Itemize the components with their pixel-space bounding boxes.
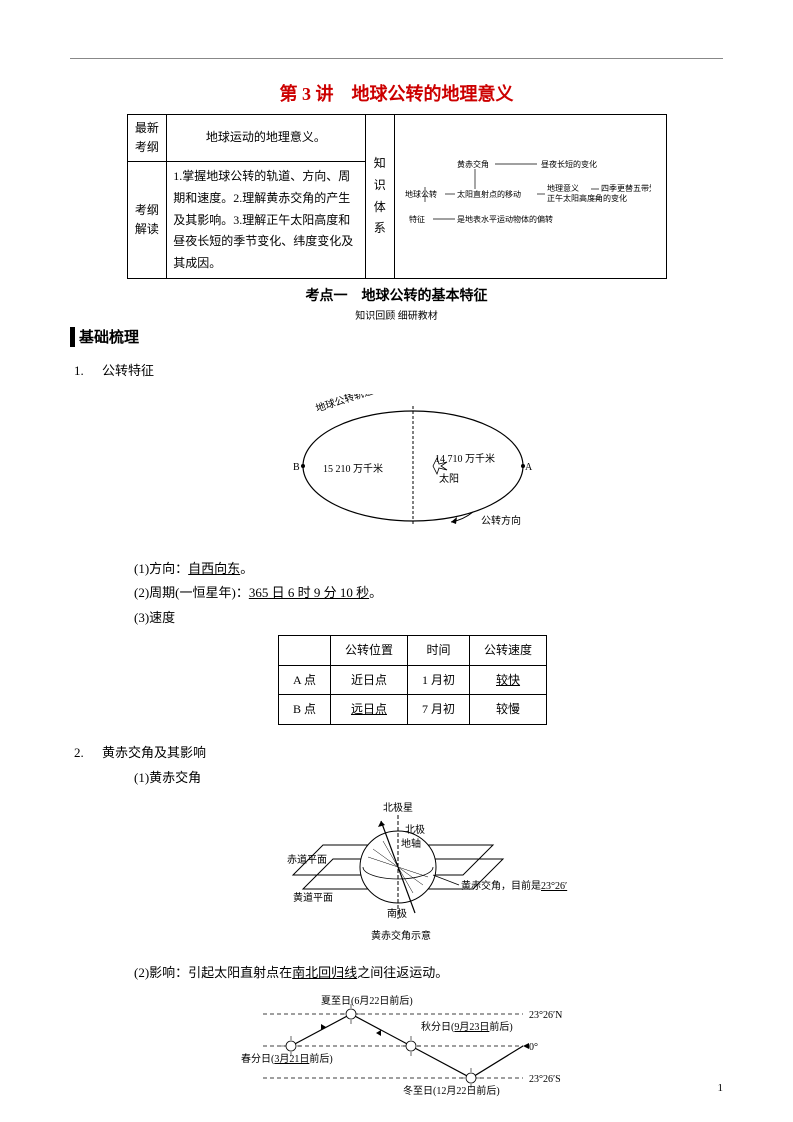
- svg-text:太阳直射点的移动: 太阳直射点的移动: [457, 189, 521, 199]
- s1-p3: (3)速度: [134, 606, 723, 631]
- s1-p1: (1)方向：自西向东。: [134, 557, 723, 582]
- th3: 时间: [408, 635, 470, 665]
- orbit-diagram: 地球公转轨道 太阳 15 210 万千米 14 710 万千米 A B 公转方向: [102, 394, 723, 543]
- svg-text:黄赤交角示意: 黄赤交角示意: [371, 929, 431, 942]
- svg-text:北极星: 北极星: [383, 801, 413, 814]
- sub-header: 考点一 地球公转的基本特征: [70, 285, 723, 305]
- vert-label: 知识体系: [365, 115, 394, 279]
- header-rule: [70, 58, 723, 59]
- syllabus-table: 最新考纲 地球运动的地理意义。 知识体系 黄赤交角 昼夜长短的变化 地球公转 太…: [127, 114, 667, 279]
- knowledge-diagram-cell: 黄赤交角 昼夜长短的变化 地球公转 太阳直射点的移动 地理意义 正午太阳高度角的…: [394, 115, 666, 279]
- svg-text:23°26′N: 23°26′N: [529, 1010, 562, 1021]
- section-tick: [70, 327, 75, 347]
- sub-caption: 知识回顾 细研教材: [70, 307, 723, 322]
- svg-text:四季更替五带划分: 四季更替五带划分: [601, 183, 651, 193]
- svg-text:黄道平面: 黄道平面: [293, 891, 333, 904]
- section-bar: 基础梳理: [70, 326, 723, 347]
- svg-text:公转方向: 公转方向: [481, 514, 521, 527]
- s2-p2: (2)影响：引起太阳直射点在南北回归线之间往返运动。: [134, 961, 723, 986]
- r1c1: A 点: [278, 665, 330, 695]
- svg-text:0°: 0°: [529, 1042, 538, 1053]
- obliquity-diagram: 北极星 北极 地轴 赤道平面 黄道平面 南极 黄赤交角，目前是23°26′ 黄赤…: [102, 797, 723, 956]
- svg-text:地球公转轨道: 地球公转轨道: [313, 394, 374, 415]
- svg-text:14 710 万千米: 14 710 万千米: [435, 452, 495, 465]
- r1c2: 近日点: [330, 665, 407, 695]
- svg-text:北极: 北极: [405, 823, 425, 836]
- svg-text:正午太阳高度角的变化: 正午太阳高度角的变化: [547, 193, 627, 203]
- svg-text:昼夜长短的变化: 昼夜长短的变化: [541, 159, 597, 169]
- row1-content: 地球运动的地理意义。: [167, 115, 365, 162]
- speed-table: 公转位置 时间 公转速度 A 点 近日点 1 月初 较快 B 点 远日点 7 月…: [278, 635, 547, 725]
- svg-text:15 210 万千米: 15 210 万千米: [323, 462, 383, 475]
- svg-text:春分日(3月21日前后): 春分日(3月21日前后): [241, 1052, 333, 1065]
- list-item-1: 1. 公转特征 地球公转轨道 太阳 15 210 万千米 14 710 万千米 …: [74, 359, 723, 735]
- section-label: 基础梳理: [79, 326, 139, 347]
- th2: 公转位置: [330, 635, 407, 665]
- svg-text:地球公转: 地球公转: [405, 189, 437, 199]
- r2c3: 7 月初: [408, 695, 470, 725]
- svg-text:A: A: [525, 462, 533, 473]
- svg-text:地理意义: 地理意义: [547, 183, 579, 193]
- row2-label: 考纲解读: [127, 162, 167, 279]
- solstice-diagram: 夏至日(6月22日前后) 秋分日(9月23日前后) 春分日(3月21日前后) 冬…: [102, 990, 723, 1109]
- svg-text:黄赤交角: 黄赤交角: [457, 159, 489, 169]
- r1c3: 1 月初: [408, 665, 470, 695]
- page-number: 1: [718, 1082, 724, 1094]
- svg-text:南极: 南极: [387, 907, 407, 920]
- svg-text:地轴: 地轴: [401, 837, 421, 850]
- svg-text:23°26′S: 23°26′S: [529, 1074, 561, 1085]
- item2-num: 2.: [74, 741, 102, 1112]
- row1-label: 最新考纲: [127, 115, 167, 162]
- svg-text:特征: 特征: [409, 214, 425, 224]
- r2c4: 较慢: [470, 695, 547, 725]
- s2-p1: (1)黄赤交角: [134, 766, 723, 791]
- svg-text:赤道平面: 赤道平面: [287, 853, 327, 866]
- item1-num: 1.: [74, 359, 102, 735]
- svg-text:太阳: 太阳: [439, 472, 459, 485]
- r1c4: 较快: [470, 665, 547, 695]
- r2c1: B 点: [278, 695, 330, 725]
- svg-text:秋分日(9月23日前后): 秋分日(9月23日前后): [421, 1020, 513, 1033]
- list-item-2: 2. 黄赤交角及其影响 (1)黄赤交角 北极星 北极: [74, 741, 723, 1112]
- s1-p2: (2)周期(一恒星年)：365 日 6 时 9 分 10 秒。: [134, 581, 723, 606]
- item2-title: 黄赤交角及其影响: [102, 741, 723, 766]
- svg-text:黄赤交角，目前是23°26′: 黄赤交角，目前是23°26′: [461, 879, 567, 892]
- item1-title: 公转特征: [102, 359, 723, 384]
- knowledge-mini-diagram: 黄赤交角 昼夜长短的变化 地球公转 太阳直射点的移动 地理意义 正午太阳高度角的…: [397, 147, 664, 247]
- page-title: 第 3 讲 地球公转的地理意义: [70, 80, 723, 106]
- svg-text:是地表水平运动物体的偏转: 是地表水平运动物体的偏转: [457, 214, 553, 224]
- svg-text:B: B: [293, 462, 300, 473]
- r2c2: 远日点: [330, 695, 407, 725]
- th4: 公转速度: [470, 635, 547, 665]
- th1: [278, 635, 330, 665]
- svg-text:夏至日(6月22日前后): 夏至日(6月22日前后): [321, 994, 413, 1007]
- row2-content: 1.掌握地球公转的轨道、方向、周期和速度。2.理解黄赤交角的产生及其影响。3.理…: [167, 162, 365, 279]
- svg-text:冬至日(12月22日前后): 冬至日(12月22日前后): [403, 1084, 500, 1097]
